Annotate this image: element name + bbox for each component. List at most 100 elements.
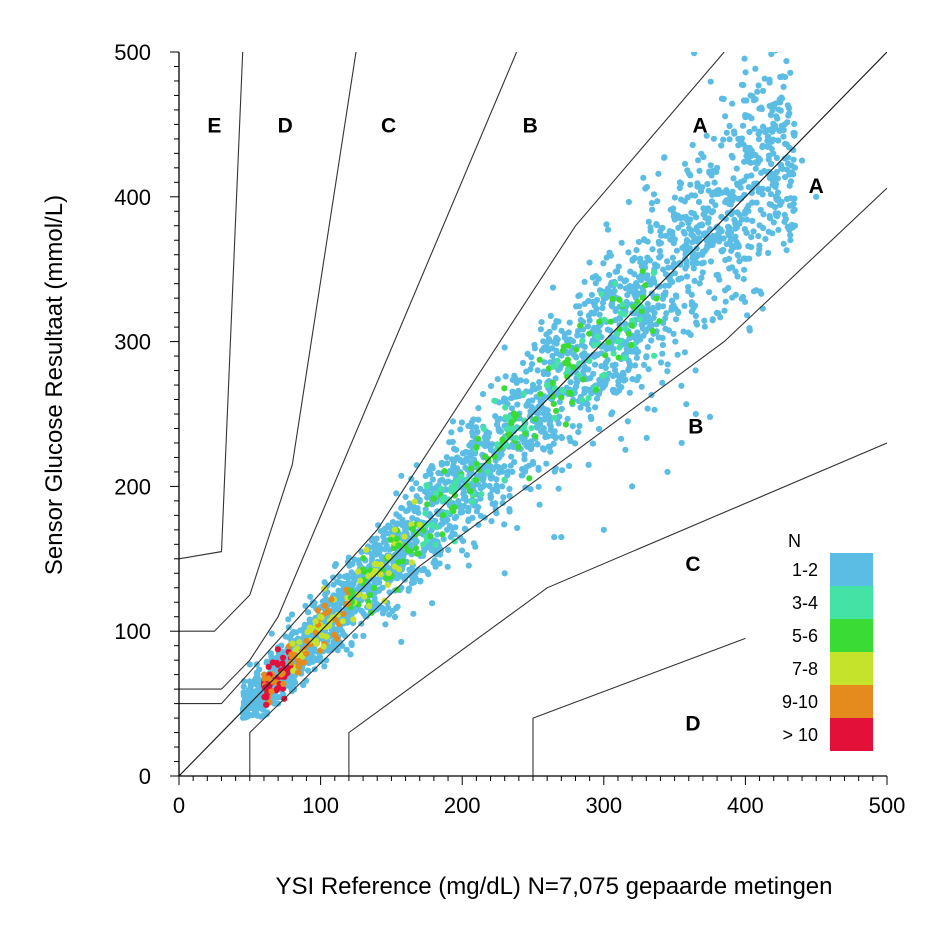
data-point — [647, 227, 654, 234]
data-point — [706, 226, 714, 233]
data-point — [532, 416, 539, 423]
data-point — [550, 400, 557, 407]
data-point — [431, 557, 438, 564]
data-point — [411, 498, 418, 505]
data-point — [618, 435, 625, 442]
data-point — [382, 575, 389, 582]
data-point — [340, 610, 347, 618]
data-point — [689, 260, 696, 267]
data-point — [677, 180, 685, 187]
data-point — [367, 591, 374, 599]
data-point — [729, 100, 736, 107]
data-point — [729, 264, 736, 271]
data-point — [731, 130, 738, 137]
data-point — [690, 305, 697, 312]
data-point — [395, 542, 402, 549]
data-point — [424, 490, 431, 497]
data-point — [528, 404, 535, 411]
data-point — [687, 172, 694, 179]
data-point — [718, 247, 725, 254]
data-point — [681, 230, 688, 237]
data-point — [656, 283, 663, 290]
data-point — [331, 562, 339, 570]
data-point — [755, 82, 762, 89]
data-point — [659, 350, 666, 357]
data-point — [355, 568, 362, 575]
data-point — [576, 422, 583, 430]
data-point — [753, 199, 760, 206]
data-point — [249, 712, 256, 719]
legend-swatch — [830, 652, 873, 685]
data-point — [494, 441, 501, 448]
data-point — [484, 434, 491, 441]
data-point — [710, 189, 717, 196]
data-point — [750, 228, 757, 235]
data-point — [457, 457, 464, 464]
data-point — [393, 586, 401, 593]
data-point — [550, 363, 557, 370]
data-point — [649, 206, 656, 213]
data-point — [585, 366, 592, 373]
data-point — [780, 83, 787, 90]
data-point — [369, 544, 376, 551]
data-point — [679, 244, 686, 251]
data-point — [659, 379, 666, 386]
data-point — [340, 631, 347, 638]
data-point — [669, 254, 676, 261]
zone-boundaries — [179, 52, 887, 776]
data-point — [778, 198, 785, 205]
data-point — [640, 361, 648, 368]
data-point — [722, 113, 729, 120]
data-point — [246, 661, 253, 668]
data-point — [423, 537, 431, 544]
data-point — [506, 506, 513, 513]
data-point — [683, 263, 690, 270]
data-point — [444, 563, 451, 570]
data-point — [771, 204, 779, 211]
data-point — [510, 410, 517, 417]
data-point — [786, 226, 793, 233]
data-point — [567, 438, 574, 445]
data-point — [670, 261, 678, 268]
data-point — [616, 314, 623, 322]
y-tick-label: 100 — [114, 619, 151, 644]
zone-label-b: B — [523, 114, 538, 137]
data-point — [358, 548, 365, 556]
data-point — [549, 284, 557, 291]
data-point — [681, 349, 689, 356]
legend-swatch — [830, 619, 873, 652]
data-point — [447, 533, 454, 541]
data-point — [467, 465, 475, 472]
data-point — [581, 278, 588, 285]
data-point — [487, 382, 495, 390]
data-point — [286, 682, 293, 689]
outlier-point — [692, 410, 699, 418]
data-point — [410, 610, 417, 617]
data-point — [783, 247, 790, 254]
data-point — [496, 428, 503, 435]
outlier-point — [742, 114, 749, 121]
data-point — [596, 425, 603, 433]
data-point — [501, 395, 508, 402]
outlier-point — [706, 413, 714, 420]
data-point — [540, 425, 547, 432]
y-tick-label: 500 — [114, 40, 151, 65]
zone-boundary-line — [179, 52, 725, 705]
data-point — [443, 460, 451, 467]
data-point — [562, 421, 570, 428]
data-point — [423, 522, 430, 529]
data-point — [360, 555, 367, 562]
data-point — [521, 451, 528, 458]
data-point — [508, 419, 515, 426]
data-point — [558, 352, 565, 359]
data-point — [566, 389, 573, 396]
x-tick-label: 500 — [869, 793, 906, 818]
data-point — [452, 524, 459, 531]
outlier-point — [713, 164, 721, 171]
data-point — [543, 382, 551, 389]
data-point — [790, 207, 797, 214]
data-point — [499, 436, 506, 443]
data-point — [464, 482, 471, 489]
data-point — [787, 232, 794, 239]
outlier-point — [551, 533, 558, 541]
